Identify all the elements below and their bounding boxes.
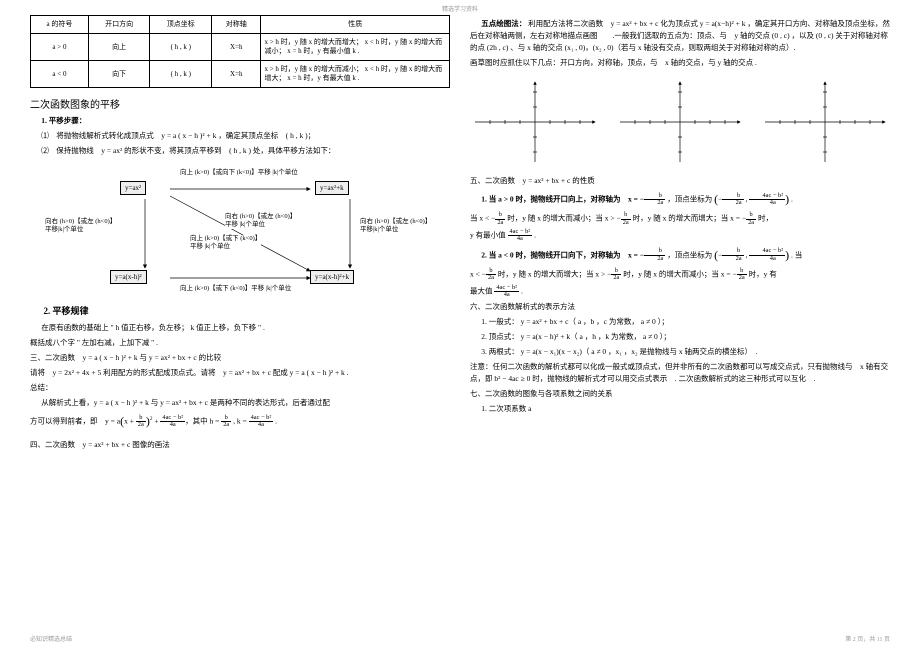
diag-box-4: y=a(x-h)²+k xyxy=(310,270,354,284)
translation-diagram: y=ax² y=ax²+k y=a(x-h)² y=a(x-h)²+k 向上 (… xyxy=(30,163,450,298)
cell-vertex-1: ( h , k ) xyxy=(150,34,212,61)
prop1-line3: y 有最小值 4ac − b²4a . xyxy=(470,229,890,243)
section3-title: 三、二次函数 y = a ( x − h )² + k 与 y = ax² + … xyxy=(30,352,450,364)
rule-title: 2. 平移规律 xyxy=(30,304,450,318)
diag-label-mid2: 向上 (k>0)【或下 (k<0)】 平移 |k|个单位 xyxy=(190,235,261,251)
diag-box-1: y=ax² xyxy=(120,181,146,195)
th-property: 性质 xyxy=(261,16,450,34)
properties-table: a 的符号 开口方向 顶点坐标 对称轴 性质 a > 0 向上 ( h , k … xyxy=(30,15,450,88)
prop2-line3: 最大值 4ac − b²4a . xyxy=(470,285,890,299)
step2-text: ⑵ 保持抛物线 y = ax² 的形状不变，将其顶点平移到 ( h , k ) … xyxy=(30,145,450,157)
compare-text: 请将 y = 2x² + 4x + 5 利用配方的形式配成顶点式。请将 y = … xyxy=(30,367,450,379)
section7-title: 七、二次函数的图象与各项系数之间的关系 xyxy=(470,388,890,400)
cell-axis-1: X=h xyxy=(212,34,261,61)
cell-a-neg: a < 0 xyxy=(31,61,89,88)
item1-text: 1. 二次项系数 a xyxy=(470,403,890,415)
cell-prop-1: x > h 时，y 随 x 的增大而增大； x < h 时，y 随 x 的增大而… xyxy=(261,34,450,61)
diag-label-top: 向上 (k>0)【或向下 (k<0)】平移 |k|个单位 xyxy=(180,169,298,177)
coordinate-axes-row xyxy=(470,77,890,167)
diag-box-3: y=a(x-h)² xyxy=(110,270,147,284)
form3-text: 3. 两根式： y = a(x − x₁)(x − x₂)（ a ≠ 0 ，x₁… xyxy=(470,346,890,358)
page-footer-left: 必知识精选总结 xyxy=(30,634,72,643)
prop2-line2: x < −b2a 时，y 随 x 的增大而增大；当 x > −b2a 时，y 随… xyxy=(470,268,890,282)
prop2-line1: 2. 当 a < 0 时，抛物线开口向下，对称轴为 x = −b2a ，顶点坐标… xyxy=(470,246,890,265)
diag-label-mid1: 向右 (h>0)【或左 (h<0)】 平移 |k|个单位 xyxy=(225,213,296,229)
th-vertex: 顶点坐标 xyxy=(150,16,212,34)
th-direction: 开口方向 xyxy=(88,16,150,34)
note-text: 注意：任何二次函数的解析式都可以化成一般式或顶点式，但并非所有的二次函数都可以写… xyxy=(470,361,890,385)
cell-prop-2: x > h 时，y 随 x 的增大而减小； x < h 时，y 随 x 的增大而… xyxy=(261,61,450,88)
conclusion-label: 总结： xyxy=(30,382,450,394)
page-header-text: 精选学习资料 xyxy=(442,4,478,13)
conclusion1-text: 从解析式上看，y = a ( x − h )² + k 与 y = ax² + … xyxy=(30,397,450,409)
cell-dir-up: 向上 xyxy=(88,34,150,61)
rule2-text: 概括成八个字 " 左加右减，上加下减 " . xyxy=(30,337,450,349)
diag-label-right: 向右 (h>0)【或左 (h<0)】 平移|k|个单位 xyxy=(360,218,431,234)
prop1-line1: 1. 当 a > 0 时，抛物线开口向上，对称轴为 x = −b2a ，顶点坐标… xyxy=(470,190,890,209)
cell-dir-down: 向下 xyxy=(88,61,150,88)
step-heading: 1. 平移步骤： xyxy=(30,115,450,127)
form1-text: 1. 一般式： y = ax² + bx + c（ a ，b ，c 为常数， a… xyxy=(470,316,890,328)
page-footer-right: 第 2 页，共 11 页 xyxy=(845,634,890,643)
five-point-text: 五点绘图法： 利用配方法将二次函数 y = ax² + bx + c 化为顶点式… xyxy=(470,18,890,54)
translation-title: 二次函数图象的平移 xyxy=(30,96,450,111)
left-column: a 的符号 开口方向 顶点坐标 对称轴 性质 a > 0 向上 ( h , k … xyxy=(30,15,450,634)
axes-3 xyxy=(760,77,890,167)
diag-label-bottom: 向上 (k>0)【或下 (k<0)】平移 |k|个单位 xyxy=(180,285,291,293)
prop1-line2: 当 x < −b2a 时，y 随 x 的增大而减小；当 x > −b2a 时，y… xyxy=(470,212,890,226)
right-column: 五点绘图法： 利用配方法将二次函数 y = ax² + bx + c 化为顶点式… xyxy=(470,15,890,634)
th-sign: a 的符号 xyxy=(31,16,89,34)
section4-title: 四、二次函数 y = ax² + bx + c 图像的画法 xyxy=(30,439,450,451)
sketch-note: 画草图时应抓住以下几点：开口方向，对称轴，顶点，与 x 轴的交点，与 y 轴的交… xyxy=(470,57,890,69)
section6-title: 六、二次函数解析式的表示方法 xyxy=(470,301,890,313)
step1-text: ⑴ 将抛物线解析式转化成顶点式 y = a ( x − h )² + k ，确定… xyxy=(30,130,450,142)
section5-title: 五、二次函数 y = ax² + bx + c 的性质 xyxy=(470,175,890,187)
cell-axis-2: X=h xyxy=(212,61,261,88)
axes-2 xyxy=(615,77,745,167)
diag-box-2: y=ax²+k xyxy=(315,181,349,195)
form2-text: 2. 顶点式： y = a(x − h)² + k（ a ，h ，k 为常数， … xyxy=(470,331,890,343)
axes-1 xyxy=(470,77,600,167)
conclusion2-text: 方可以得到前者，即 y = a(x + b2a)2 + 4ac − b²4a，其… xyxy=(30,412,450,431)
cell-vertex-2: ( h , k ) xyxy=(150,61,212,88)
rule1-text: 在原有函数的基础上 " h 值正右移，负左移； k 值正上移，负下移 " . xyxy=(30,322,450,334)
th-axis: 对称轴 xyxy=(212,16,261,34)
cell-a-pos: a > 0 xyxy=(31,34,89,61)
diag-label-left: 向右 (h>0)【或左 (h<0)】 平移|k|个单位 xyxy=(45,218,116,234)
